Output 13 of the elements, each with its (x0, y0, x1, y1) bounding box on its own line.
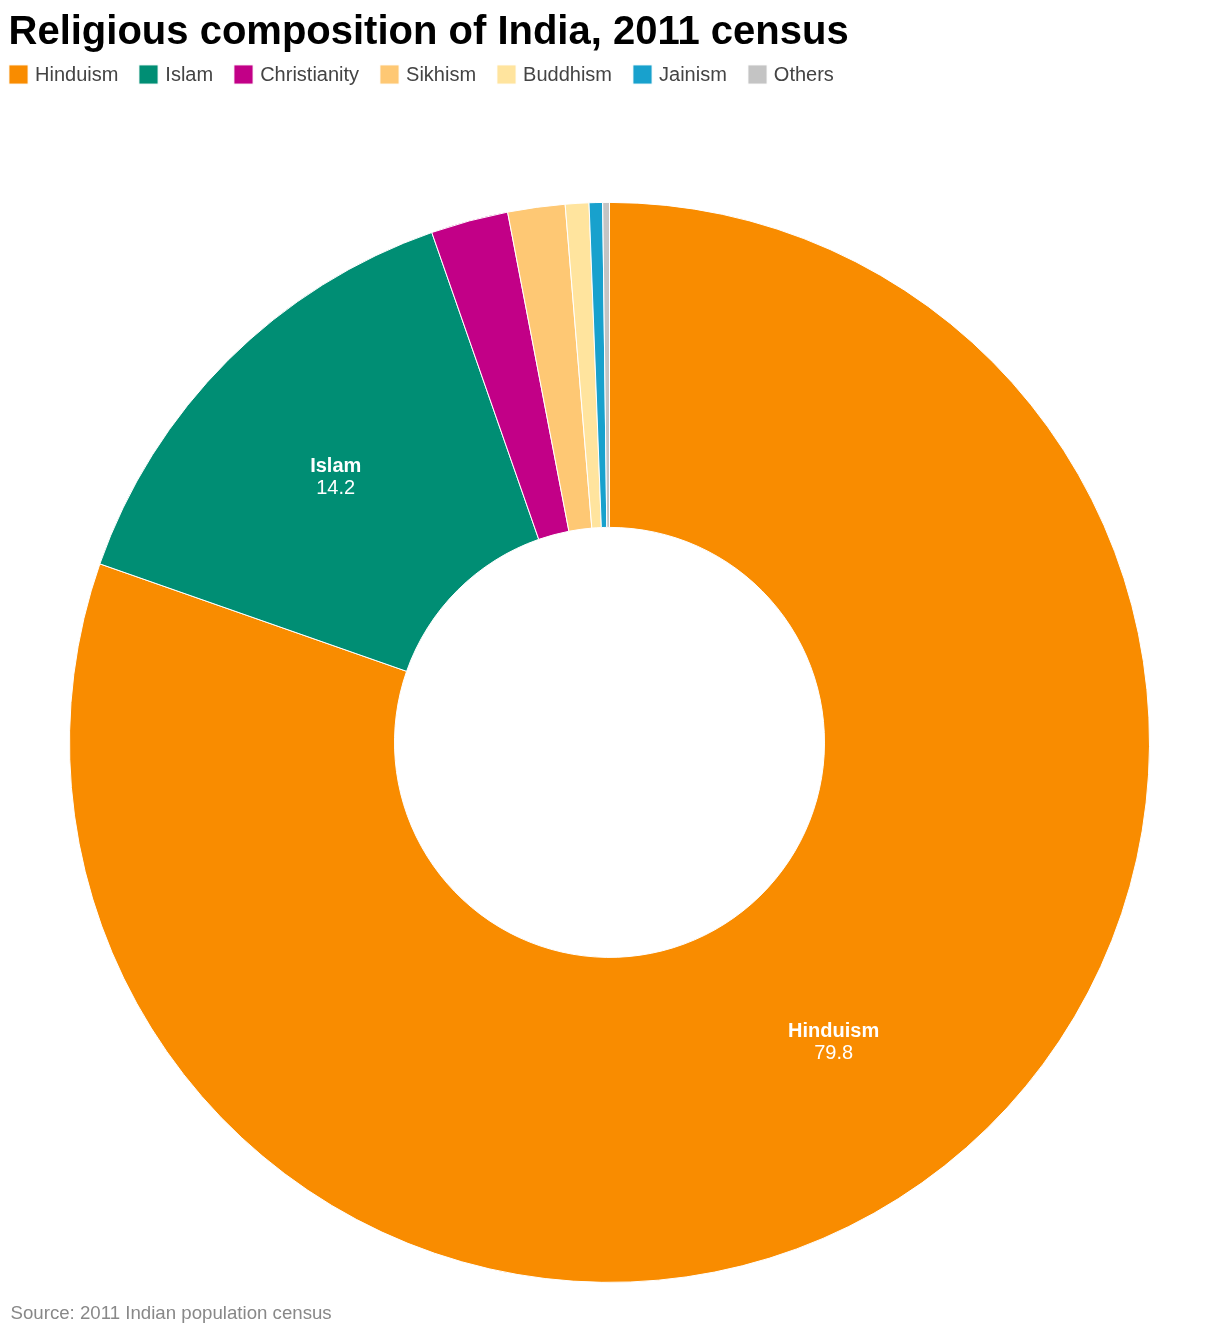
legend-label: Christianity (260, 62, 360, 86)
source-note: Source: 2011 Indian population census (10, 1301, 332, 1323)
legend-label: Buddhism (523, 62, 613, 86)
data-label: 79.8 (814, 1041, 854, 1064)
legend-label: Hinduism (35, 62, 119, 86)
slice-label: Hinduism (788, 1019, 880, 1042)
legend-label: Jainism (659, 62, 727, 86)
data-label: 14.2 (316, 475, 356, 498)
chart-title: Religious composition of India, 2011 census (8, 7, 849, 52)
slice-label: Islam (310, 453, 362, 476)
legend-label: Others (773, 62, 834, 86)
legend-label: Islam (165, 62, 214, 86)
legend-label: Sikhism (406, 62, 477, 86)
